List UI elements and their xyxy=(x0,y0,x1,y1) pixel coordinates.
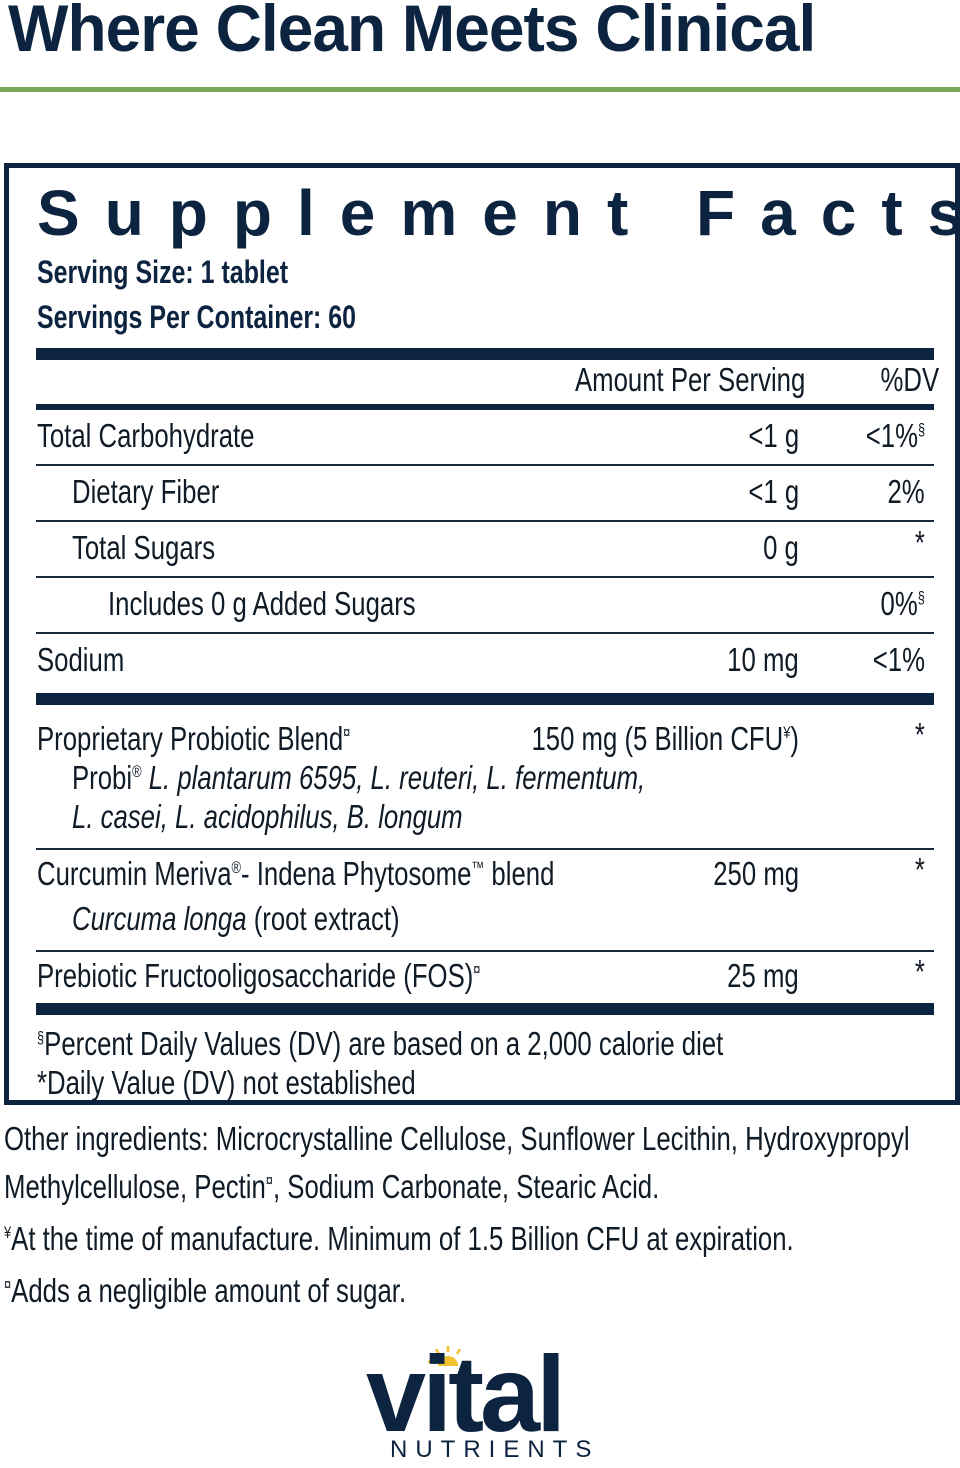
sugar-note: ¤Adds a negligible amount of sugar. xyxy=(4,1272,407,1309)
nutrient-name: Total Sugars xyxy=(72,529,216,566)
ingredient-source: Curcuma longa (root extract) xyxy=(72,900,400,937)
nutrient-name: Total Carbohydrate xyxy=(37,417,255,454)
brand-logo: vital NUTRIENTS xyxy=(366,1340,606,1468)
sun-icon xyxy=(428,1346,468,1366)
divider-thick xyxy=(36,348,934,360)
ingredient-amount: 150 mg (5 Billion CFU¥) xyxy=(531,720,799,757)
page-headline: Where Clean Meets Clinical xyxy=(8,0,816,65)
servings-per-container: Servings Per Container: 60 xyxy=(37,299,357,335)
facts-title: Supplement Facts xyxy=(37,177,960,249)
ingredient-amount: 25 mg xyxy=(727,957,799,994)
ingredient-name: Prebiotic Fructooligosaccharide (FOS)¤ xyxy=(37,957,481,994)
nutrient-dv: * xyxy=(914,524,925,561)
nutrient-dv: <1%§ xyxy=(865,417,925,454)
row-divider xyxy=(36,520,934,522)
other-ingredients-line2: Methylcellulose, Pectin¤, Sodium Carbona… xyxy=(4,1168,660,1205)
nutrient-name: Dietary Fiber xyxy=(72,473,220,510)
ingredient-name: Curcumin Meriva®- Indena Phytosome™ blen… xyxy=(37,855,555,892)
nutrient-name: Sodium xyxy=(37,641,125,678)
nutrient-amount: <1 g xyxy=(748,417,799,454)
row-divider xyxy=(36,848,934,850)
nutrient-amount: <1 g xyxy=(748,473,799,510)
other-ingredients-line1: Other ingredients: Microcrystalline Cell… xyxy=(4,1120,910,1157)
nutrient-amount: 0 g xyxy=(763,529,799,566)
ingredient-dv: * xyxy=(914,716,925,753)
row-divider xyxy=(36,632,934,634)
nutrient-name: Includes 0 g Added Sugars xyxy=(108,585,416,622)
ingredient-name: Proprietary Probiotic Blend¤ xyxy=(37,720,351,757)
logo-subtitle: NUTRIENTS xyxy=(390,1436,600,1463)
column-header-amount: Amount Per Serving xyxy=(574,361,805,398)
serving-size: Serving Size: 1 tablet xyxy=(37,254,289,290)
nutrient-dv: 0%§ xyxy=(880,585,925,622)
accent-divider xyxy=(0,87,960,92)
column-header-dv: %DV xyxy=(880,361,939,398)
divider-thick xyxy=(36,1003,934,1015)
footnote-dv-basis: §Percent Daily Values (DV) are based on … xyxy=(37,1025,724,1062)
divider-thick xyxy=(36,693,934,705)
footnote-dv-not-established: *Daily Value (DV) not established xyxy=(37,1064,416,1101)
row-divider xyxy=(36,576,934,578)
ingredient-dv: * xyxy=(914,953,925,990)
logo-wordmark: vital xyxy=(366,1333,566,1454)
row-divider xyxy=(36,950,934,952)
ingredient-amount: 250 mg xyxy=(713,855,799,892)
nutrient-dv: <1% xyxy=(872,641,925,678)
ingredient-strains: Probi® L. plantarum 6595, L. reuteri, L.… xyxy=(72,759,646,796)
divider-medium xyxy=(36,404,934,410)
nutrient-amount: 10 mg xyxy=(727,641,799,678)
nutrient-dv: 2% xyxy=(887,473,925,510)
supplement-facts-panel: Supplement Facts Serving Size: 1 tablet … xyxy=(4,163,960,1105)
row-divider xyxy=(36,464,934,466)
ingredient-dv: * xyxy=(914,851,925,888)
cfu-note: ¥At the time of manufacture. Minimum of … xyxy=(4,1220,794,1257)
ingredient-strains-cont: L. casei, L. acidophilus, B. longum xyxy=(72,798,463,835)
